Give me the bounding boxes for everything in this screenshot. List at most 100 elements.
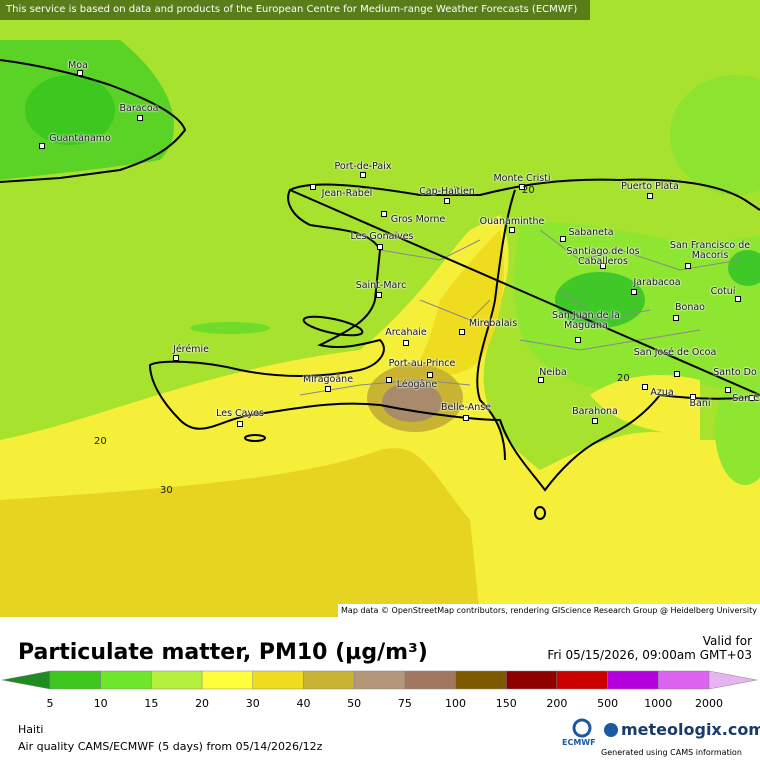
colorbar-tick-label: 200 xyxy=(546,697,568,710)
city-marker xyxy=(642,384,648,390)
city-label: Azua xyxy=(650,387,674,398)
city-marker xyxy=(592,418,598,424)
colorbar-tick-label: 500 xyxy=(597,697,619,710)
colorbar-tick-label: 1000 xyxy=(644,697,673,710)
city-marker xyxy=(427,372,433,378)
city-marker xyxy=(237,421,243,427)
city-marker xyxy=(509,227,515,233)
colorbar-segment xyxy=(404,670,456,690)
city-marker xyxy=(725,387,731,393)
contour-label: 20 xyxy=(94,436,107,447)
city-marker xyxy=(173,355,179,361)
city-label: Monte Cristi xyxy=(493,173,551,184)
city-marker xyxy=(310,184,316,190)
city-label: San Cr xyxy=(732,393,760,404)
colorbar-tick-label: 5 xyxy=(46,697,54,710)
contour-label: 20 xyxy=(522,185,535,196)
city-label: Léogâne xyxy=(396,379,438,390)
city-marker xyxy=(360,172,366,178)
region: Haiti xyxy=(18,723,44,736)
city-label: Baní xyxy=(689,398,711,409)
city-label: Cotuí xyxy=(710,286,736,297)
city-marker xyxy=(377,244,383,250)
city-label: Moa xyxy=(68,60,88,71)
colorbar-tick-label: 40 xyxy=(296,697,311,710)
city-label: Neiba xyxy=(539,367,567,378)
city-marker xyxy=(600,263,606,269)
contour-label: 20 xyxy=(617,373,630,384)
city-label: San José de Ocoa xyxy=(633,347,717,358)
colorbar-segment xyxy=(201,670,254,690)
attribution: Map data © OpenStreetMap contributors, r… xyxy=(338,604,760,617)
city-marker xyxy=(647,193,653,199)
colorbar-arrow xyxy=(708,670,758,690)
city-marker xyxy=(673,315,679,321)
city-label: Jarabacoa xyxy=(633,277,681,288)
colorbar-segment xyxy=(100,670,152,690)
colorbar-segment xyxy=(353,670,406,690)
colorbar-tick-label: 75 xyxy=(397,697,412,710)
city-marker xyxy=(631,289,637,295)
colorbar-segment xyxy=(151,670,203,690)
city-label: Belle-Anse xyxy=(440,402,492,413)
city-label: Sabaneta xyxy=(568,227,614,238)
banner: This service is based on data and produc… xyxy=(0,0,590,20)
city-label: Miragoâne xyxy=(302,374,354,385)
city-marker xyxy=(381,211,387,217)
city-marker xyxy=(538,377,544,383)
colorbar-tick-label: 2000 xyxy=(695,697,723,710)
colorbar-tick-label: 50 xyxy=(347,697,362,710)
colorbar-arrow xyxy=(1,670,51,690)
city-label: Cap-Haïtien xyxy=(419,186,475,197)
colorbar-segment xyxy=(455,670,507,690)
city-marker xyxy=(685,263,691,269)
colorbar-segment xyxy=(607,670,659,690)
valid-time: Fri 05/15/2026, 09:00am GMT+03 xyxy=(547,648,752,662)
city-label: Mirebalais xyxy=(468,318,518,329)
city-label: Barahona xyxy=(572,406,618,417)
city-label: Les Gonaïves xyxy=(350,231,414,242)
city-label: Les Cayes xyxy=(216,408,264,419)
colorbar-segment xyxy=(252,670,304,690)
colorbar-segment xyxy=(505,670,558,690)
city-marker xyxy=(575,337,581,343)
colorbar xyxy=(1,670,758,690)
city-label: Saint-Marc xyxy=(355,280,407,291)
city-label: Jean-Rabel xyxy=(321,188,373,199)
colorbar-tick-label: 100 xyxy=(445,697,467,710)
colorbar-segment xyxy=(303,670,355,690)
city-marker xyxy=(325,386,331,392)
city-label: Gros Morne xyxy=(390,214,446,225)
city-marker xyxy=(560,236,566,242)
colorbar-tick-label: 10 xyxy=(93,697,108,710)
city-marker xyxy=(749,395,755,401)
credit: Generated using CAMS information xyxy=(601,748,742,757)
brand: meteologix.com xyxy=(621,720,760,739)
colorbar-segment xyxy=(49,670,101,690)
city-label: Ouanaminthe xyxy=(479,216,545,227)
colorbar-segment xyxy=(556,670,608,690)
city-label: Arcahaie xyxy=(385,327,427,338)
colorbar-tick-label: 150 xyxy=(495,697,517,710)
city-marker xyxy=(459,329,465,335)
city-marker xyxy=(403,340,409,346)
city-marker xyxy=(386,377,392,383)
city-marker xyxy=(77,70,83,76)
city-label: Port-au-Prince xyxy=(388,358,456,369)
city-label: San Juan de la Maguana xyxy=(552,310,620,331)
colorbar-tick-label: 30 xyxy=(245,697,260,710)
valid-label: Valid for xyxy=(702,634,752,648)
city-label: Puerto Plata xyxy=(621,181,679,192)
city-marker xyxy=(39,143,45,149)
city-label: Santo Do xyxy=(713,367,757,378)
city-label: Guantánamo xyxy=(49,133,111,144)
city-label: San Francisco de Macoris xyxy=(669,240,751,261)
contour-label: 30 xyxy=(160,485,173,496)
city-label: Baracoa xyxy=(119,103,159,114)
brand-logo xyxy=(604,723,618,737)
city-label: Santiago de los Caballeros xyxy=(566,246,640,267)
colorbar-tick-label: 20 xyxy=(195,697,210,710)
city-marker xyxy=(674,371,680,377)
legend-title: Particulate matter, PM10 (µg/m³) xyxy=(18,640,428,665)
